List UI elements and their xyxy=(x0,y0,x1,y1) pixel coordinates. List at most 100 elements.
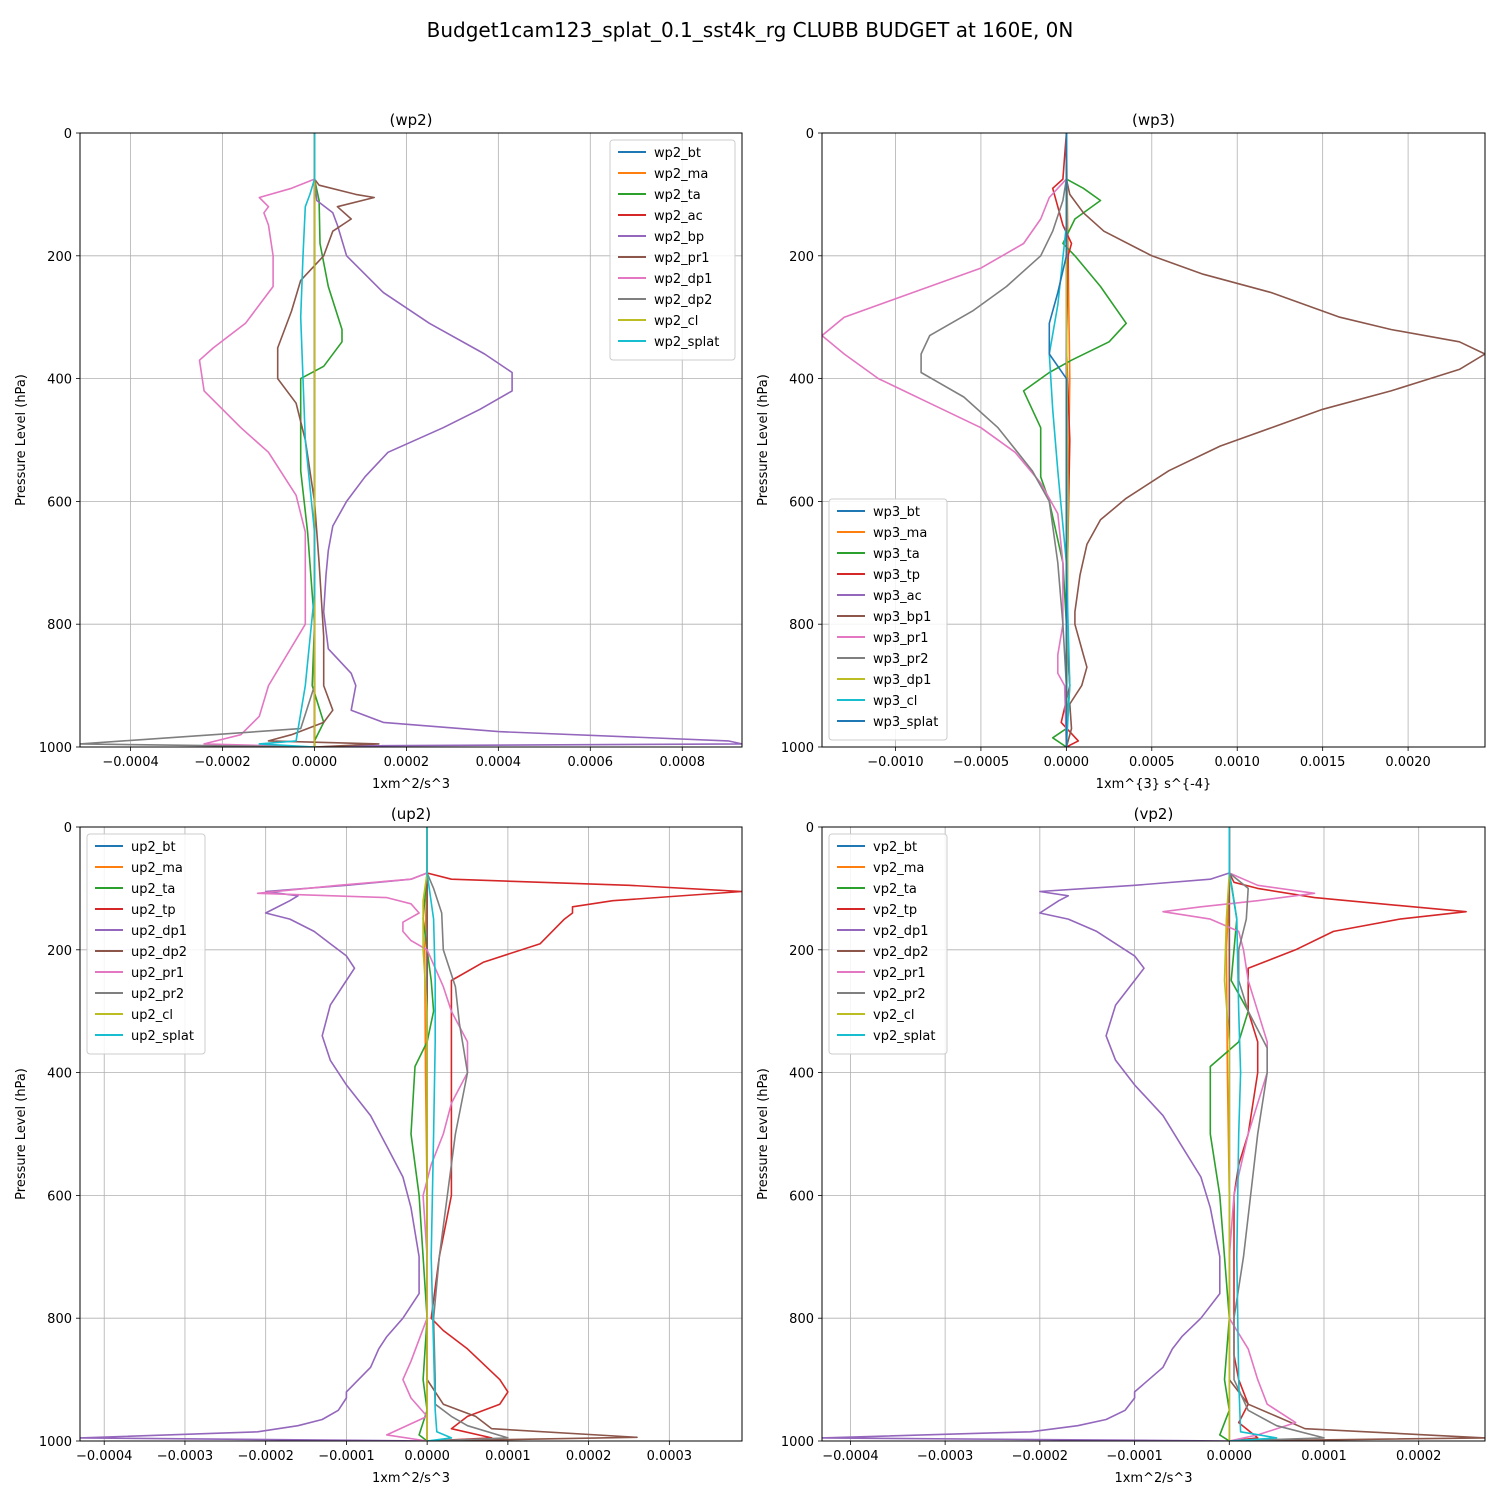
y-tick-label: 400 xyxy=(789,1067,814,1082)
legend-label: up2_splat xyxy=(131,1029,194,1044)
x-tick-label: 0.0003 xyxy=(647,1449,693,1464)
plot-frame xyxy=(79,826,743,1442)
x-tick-label: −0.0003 xyxy=(917,1449,973,1464)
series-line-up2_pr2 xyxy=(426,827,509,1441)
legend-label: vp2_dp1 xyxy=(873,924,929,939)
legend-label: wp3_bt xyxy=(873,505,920,520)
y-tick-label: 800 xyxy=(47,618,72,633)
x-tick-label: 0.0008 xyxy=(659,755,705,770)
series-line-wp3_pr2 xyxy=(920,133,1068,747)
legend-label: wp2_dp1 xyxy=(654,272,712,287)
chart-panel-0: −0.0004 −0.0002 0.0000 0.0002 0.0004 0.0006 0.… xyxy=(14,111,743,792)
x-tick-label: −0.0003 xyxy=(157,1449,213,1464)
y-tick-label: 800 xyxy=(789,618,814,633)
x-axis-label: 1xm^2/s^3 xyxy=(372,1471,450,1486)
legend-label: wp2_ta xyxy=(654,188,701,203)
legend-label: vp2_cl xyxy=(873,1008,914,1023)
x-tick-label: −0.0010 xyxy=(867,755,923,770)
legend-label: vp2_bt xyxy=(873,840,917,855)
x-tick-label: −0.0002 xyxy=(237,1449,293,1464)
x-tick-label: 0.0002 xyxy=(566,1449,612,1464)
series-line-vp2_pr2 xyxy=(1228,827,1325,1441)
legend-label: up2_bt xyxy=(131,840,176,855)
series-line-wp3_bp1 xyxy=(1065,133,1485,747)
y-tick-label: 600 xyxy=(789,495,814,510)
legend-label: vp2_dp2 xyxy=(873,945,929,960)
x-axis-label: 1xm^2/s^3 xyxy=(1114,1471,1192,1486)
legend: up2_bt up2_ma up2_ta up2_tp up2_dp1 up2_dp2up… xyxy=(86,833,206,1055)
chart-panel-2: −0.0004 −0.0003 −0.0002 −0.0001 0.0000 0.0001… xyxy=(14,805,743,1486)
legend: wp2_bt wp2_ma wp2_ta wp2_ac wp2_bp wp2_pr1 wp2… xyxy=(609,139,736,361)
series-line-wp2_splat xyxy=(258,133,316,747)
y-axis-label: Pressure Level (hPa) xyxy=(14,374,29,506)
legend-label: up2_dp1 xyxy=(131,924,187,939)
legend: wp3_bt wp3_ma wp3_ta wp3_tp wp3_ac wp3_bp1 wp3… xyxy=(828,498,948,741)
x-tick-label: −0.0002 xyxy=(1012,1449,1068,1464)
series-line-wp2_dp1 xyxy=(198,133,316,747)
x-axis-label: 1xm^2/s^3 xyxy=(372,777,450,792)
legend-label: wp2_bt xyxy=(654,146,701,161)
series-line-wp2_bp xyxy=(313,133,742,747)
series-line-vp2_dp1 xyxy=(822,827,1231,1441)
legend-label: vp2_pr2 xyxy=(873,987,926,1002)
series-line-vp2_splat xyxy=(1228,827,1278,1441)
legend-label: up2_pr1 xyxy=(131,966,184,981)
x-axis-label: 1xm^{3} s^{-4} xyxy=(1096,777,1212,792)
chart-panel-3: −0.0004 −0.0003 −0.0002 −0.0001 0.0000 0.0001… xyxy=(756,805,1486,1486)
x-tick-label: −0.0004 xyxy=(76,1449,132,1464)
x-tick-label: 0.0020 xyxy=(1385,755,1431,770)
plot-frame xyxy=(79,132,743,748)
y-tick-label: 1000 xyxy=(781,1435,814,1450)
legend-label: vp2_ma xyxy=(873,861,924,876)
x-tick-label: −0.0004 xyxy=(822,1449,878,1464)
legend-label: wp3_ac xyxy=(873,589,922,604)
panel-title: (wp3) xyxy=(1132,111,1175,129)
legend-label: up2_ta xyxy=(131,882,175,897)
series-line-wp3_pr1 xyxy=(822,133,1068,747)
legend-label: up2_tp xyxy=(131,903,176,918)
legend-label: vp2_pr1 xyxy=(873,966,926,981)
y-tick-label: 600 xyxy=(47,1189,72,1204)
legend-label: up2_pr2 xyxy=(131,987,184,1002)
panel-title: (vp2) xyxy=(1134,805,1174,823)
legend-label: wp2_ma xyxy=(654,167,708,182)
y-tick-label: 200 xyxy=(47,944,72,959)
series-group xyxy=(80,133,742,747)
x-tick-label: 0.0015 xyxy=(1300,755,1346,770)
legend-label: vp2_splat xyxy=(873,1029,935,1044)
legend-label: wp3_ta xyxy=(873,547,920,562)
y-tick-label: 200 xyxy=(47,250,72,265)
series-line-up2_ta xyxy=(410,827,435,1441)
figure-title: Budget1cam123_splat_0.1_sst4k_rg CLUBB B… xyxy=(427,18,1074,42)
legend-label: wp3_dp1 xyxy=(873,673,931,688)
y-axis-label: Pressure Level (hPa) xyxy=(756,1068,771,1200)
y-tick-label: 200 xyxy=(789,944,814,959)
legend-label: wp3_ma xyxy=(873,526,927,541)
legend-label: up2_dp2 xyxy=(131,945,187,960)
x-tick-label: 0.0005 xyxy=(1129,755,1175,770)
series-group xyxy=(822,133,1485,747)
plot-frame xyxy=(821,826,1486,1442)
y-tick-label: 0 xyxy=(806,127,814,142)
series-line-up2_dp1 xyxy=(80,827,428,1441)
legend-label: wp2_pr1 xyxy=(654,251,710,266)
series-line-wp2_pr1 xyxy=(267,133,380,747)
panels: −0.0004 −0.0002 0.0000 0.0002 0.0004 0.0006 0.… xyxy=(14,111,1486,1486)
series-line-wp3_cl xyxy=(1048,133,1071,747)
legend-label: up2_cl xyxy=(131,1008,173,1023)
y-tick-label: 400 xyxy=(789,373,814,388)
y-axis-label: Pressure Level (hPa) xyxy=(756,374,771,506)
series-line-up2_splat xyxy=(426,827,453,1441)
x-tick-label: 0.0006 xyxy=(568,755,614,770)
y-tick-label: 1000 xyxy=(39,741,72,756)
series-line-wp2_ta xyxy=(299,133,343,747)
y-tick-label: 800 xyxy=(789,1312,814,1327)
x-tick-label: 0.0001 xyxy=(485,1449,531,1464)
legend: vp2_bt vp2_ma vp2_ta vp2_tp vp2_dp1 vp2_dp2vp… xyxy=(828,833,948,1055)
x-tick-label: −0.0002 xyxy=(194,755,250,770)
panel-title: (up2) xyxy=(391,805,431,823)
y-tick-label: 200 xyxy=(789,250,814,265)
y-tick-label: 400 xyxy=(47,1067,72,1082)
